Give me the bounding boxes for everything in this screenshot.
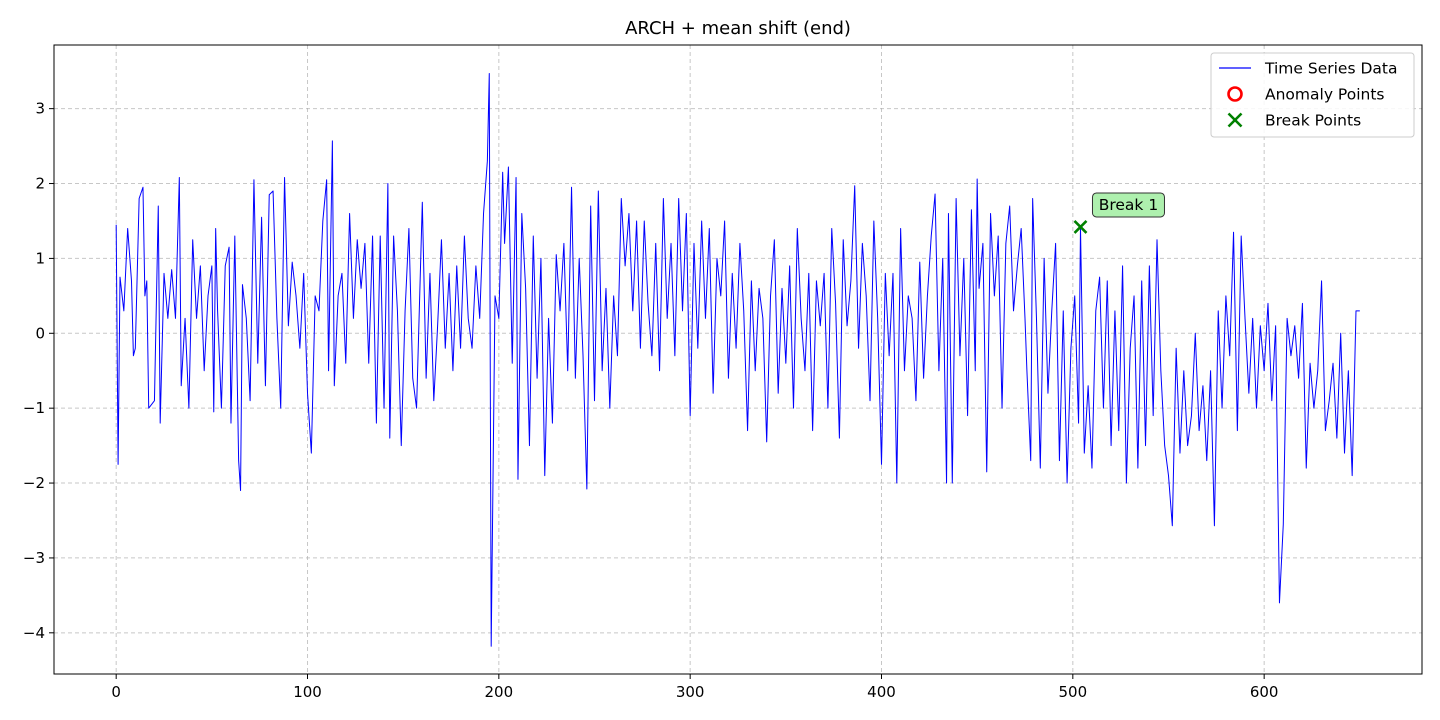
legend-label: Anomaly Points <box>1265 86 1384 104</box>
x-tick-label: 400 <box>867 683 896 701</box>
y-tick-label: 3 <box>35 100 45 118</box>
y-tick-label: −3 <box>23 549 45 567</box>
y-axis: −4 −3 −2 −1 0 1 2 3 <box>23 100 54 642</box>
legend-item: Anomaly Points <box>1227 86 1384 104</box>
break-point-marker <box>1073 220 1088 234</box>
x-tick-label: 300 <box>676 683 705 701</box>
legend-circle-swatch <box>1227 86 1243 102</box>
x-tick-label: 0 <box>111 683 121 701</box>
x-tick-label: 500 <box>1059 683 1088 701</box>
chart-title: ARCH + mean shift (end) <box>625 18 851 39</box>
legend-item: Time Series Data <box>1219 60 1397 78</box>
x-tick-label: 600 <box>1250 683 1279 701</box>
break-annotation-label: Break 1 <box>1099 196 1158 214</box>
legend: Time Series Data Anomaly Points Break Poin… <box>1210 52 1415 138</box>
legend-label: Time Series Data <box>1264 60 1397 78</box>
y-tick-label: −4 <box>23 624 45 642</box>
y-tick-label: 1 <box>35 249 45 267</box>
markers-layer: Break 1 <box>1073 192 1165 234</box>
break-annotation-box <box>1091 192 1165 218</box>
legend-x-stroke <box>1227 112 1243 128</box>
x-tick-label: 200 <box>485 683 514 701</box>
series-layer <box>115 72 1360 647</box>
series-line <box>115 72 1360 647</box>
x-axis: 0 100 200 300 400 500 600 <box>111 674 1278 701</box>
y-tick-label: −2 <box>23 474 45 492</box>
y-tick-label: −1 <box>23 399 45 417</box>
legend-label: Break Points <box>1265 112 1361 130</box>
legend-item: Break Points <box>1227 112 1361 130</box>
legend-box <box>1210 52 1415 138</box>
break-annotation: Break 1 <box>1091 192 1165 218</box>
break-x-stroke <box>1073 220 1088 234</box>
y-tick-label: 2 <box>35 175 45 193</box>
y-tick-label: 0 <box>35 324 45 342</box>
x-tick-label: 100 <box>293 683 322 701</box>
plot-frame <box>53 44 1423 675</box>
